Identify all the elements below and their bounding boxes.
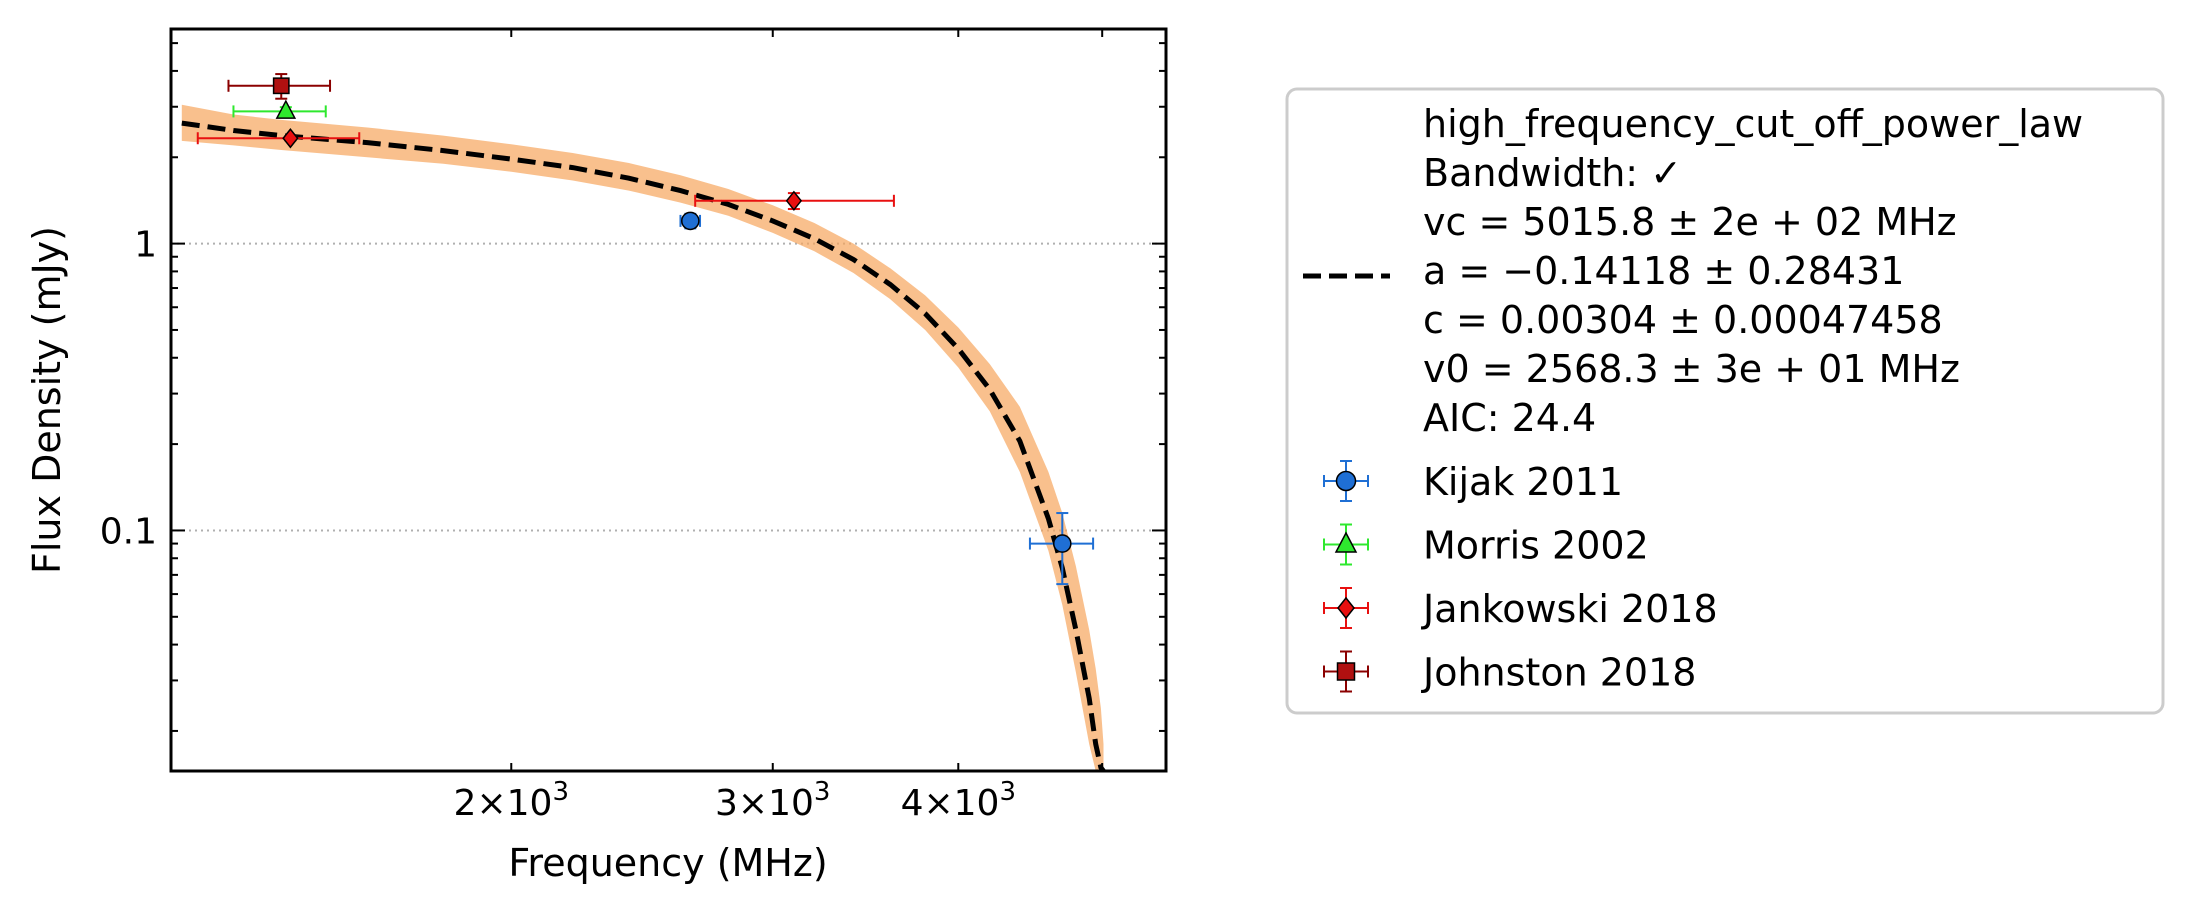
legend-marker-square [1336, 662, 1356, 681]
y-axis-label: Flux Density (mJy) [25, 226, 69, 574]
legend-marker-triangle [1334, 531, 1358, 553]
legend-fit-text: a = −0.14118 ± 0.28431 [1423, 249, 1904, 293]
y-tick-label: 0.1 [100, 511, 157, 552]
y-tick-label: 1 [134, 225, 157, 266]
x-tick-label: 2×103 [454, 777, 569, 824]
legend-marker-circle [1335, 470, 1357, 492]
grid-lines [171, 242, 1166, 532]
series-kijak-2011 [679, 211, 1095, 586]
data-point-circle [1052, 534, 1072, 553]
legend: high_frequency_cut_off_power_law Bandwidt… [1285, 87, 2165, 715]
data-point-circle [681, 211, 700, 231]
legend-series-label: Johnston 2018 [1421, 651, 1696, 695]
data-point-square [272, 77, 290, 95]
legend-marker-diamond [1337, 596, 1355, 620]
series-jankowski-2018 [196, 128, 895, 212]
series-morris-2002 [232, 99, 327, 119]
legend-fit-text: vc = 5015.8 ± 2e + 02 MHz [1423, 200, 1957, 244]
legend-fit-text: high_frequency_cut_off_power_law [1423, 102, 2083, 146]
data-point-diamond [282, 128, 299, 149]
data-point-diamond [785, 190, 803, 212]
fit-uncertainty-band [181, 104, 1104, 771]
legend-series-label: Kijak 2011 [1423, 460, 1623, 504]
plot-frame [169, 27, 1168, 773]
data-points-layer [196, 73, 1095, 586]
legend-fit-text: Bandwidth: ✓ [1423, 151, 1682, 195]
series-johnston-2018 [227, 73, 332, 100]
x-tick-label: 4×103 [901, 777, 1016, 824]
legend-fit-text: v0 = 2568.3 ± 3e + 01 MHz [1423, 347, 1960, 391]
axis-ticks: 1 0.1 2×103 3×103 4×103 [100, 29, 1166, 824]
legend-fit-text: c = 0.00304 ± 0.00047458 [1423, 298, 1943, 342]
legend-frame [1285, 87, 2165, 715]
legend-series-label: Jankowski 2018 [1421, 587, 1718, 631]
fit-band-layer [181, 104, 1104, 771]
legend-fit-text: AIC: 24.4 [1423, 396, 1596, 440]
fit-line-layer [181, 120, 1106, 771]
fit-line [181, 120, 1106, 771]
legend-series-label: Morris 2002 [1423, 524, 1649, 568]
x-tick-label: 3×103 [715, 777, 830, 824]
data-point-triangle [275, 99, 297, 119]
x-axis-label: Frequency (MHz) [508, 841, 827, 885]
